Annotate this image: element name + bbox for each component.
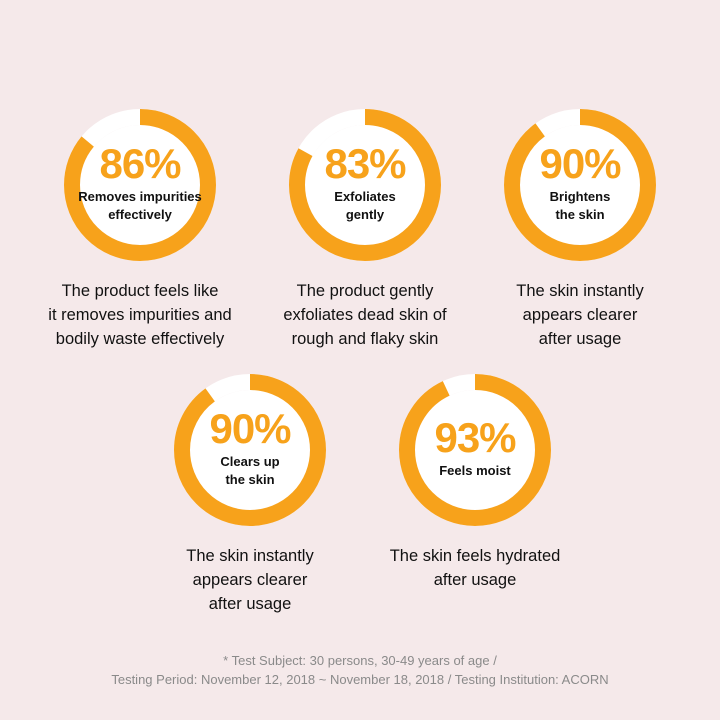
ring-progress-arc bbox=[504, 109, 656, 261]
ring-svg bbox=[174, 374, 326, 526]
ring-content: 90% Clears up the skin bbox=[170, 370, 330, 530]
stat-description: The product feels like it removes impuri… bbox=[48, 282, 232, 348]
progress-ring: 86% Removes impurities effectively bbox=[60, 105, 220, 265]
stat-feels-moist: 93% Feels moist The skin feels hydrated a… bbox=[355, 370, 595, 592]
ring-progress-arc bbox=[174, 374, 326, 526]
stat-description: The product gently exfoliates dead skin … bbox=[283, 282, 447, 348]
stat-percent: 93% bbox=[434, 414, 516, 461]
ring-svg bbox=[64, 109, 216, 261]
stat-clears-up: 90% Clears up the skin The skin instantly… bbox=[130, 370, 370, 616]
ring-center bbox=[80, 125, 200, 245]
ring-svg bbox=[399, 374, 551, 526]
ring-content: 83% Exfoliates gently bbox=[285, 105, 445, 265]
stat-percent: 86% bbox=[99, 140, 181, 187]
progress-ring: 93% Feels moist bbox=[395, 370, 555, 530]
stat-exfoliates: 83% Exfoliates gently The product gently … bbox=[245, 105, 485, 351]
progress-ring: 90% Brightens the skin bbox=[500, 105, 660, 265]
ring-content: 90% Brightens the skin bbox=[500, 105, 660, 265]
stat-percent: 90% bbox=[539, 140, 621, 187]
ring-progress-arc bbox=[399, 374, 551, 526]
stat-percent: 90% bbox=[209, 405, 291, 452]
ring-center bbox=[415, 390, 535, 510]
stat-description: The skin instantly appears clearer after… bbox=[186, 547, 314, 613]
test-footnote: * Test Subject: 30 persons, 30-49 years … bbox=[111, 653, 609, 687]
stat-brightens: 90% Brightens the skin The skin instantly… bbox=[460, 105, 700, 351]
ring-content: 86% Removes impurities effectively bbox=[60, 105, 220, 265]
ring-center bbox=[190, 390, 310, 510]
ring-progress-arc bbox=[64, 109, 216, 261]
stat-label: Exfoliates gently bbox=[334, 189, 396, 222]
ring-progress-arc bbox=[289, 109, 441, 261]
progress-ring: 83% Exfoliates gently bbox=[285, 105, 445, 265]
stat-label: Feels moist bbox=[439, 463, 511, 478]
ring-center bbox=[305, 125, 425, 245]
stat-removes-impurities: 86% Removes impurities effectively The pr… bbox=[20, 105, 260, 351]
ring-content: 93% Feels moist bbox=[395, 370, 555, 530]
stat-description: The skin feels hydrated after usage bbox=[389, 547, 561, 589]
progress-ring: 90% Clears up the skin bbox=[170, 370, 330, 530]
stat-label: Brightens the skin bbox=[549, 189, 611, 222]
ring-svg bbox=[504, 109, 656, 261]
stat-label: Clears up the skin bbox=[220, 454, 280, 487]
ring-svg bbox=[289, 109, 441, 261]
stat-label: Removes impurities effectively bbox=[78, 189, 202, 222]
stat-description: The skin instantly appears clearer after… bbox=[516, 282, 644, 348]
stat-percent: 83% bbox=[324, 140, 406, 187]
ring-center bbox=[520, 125, 640, 245]
